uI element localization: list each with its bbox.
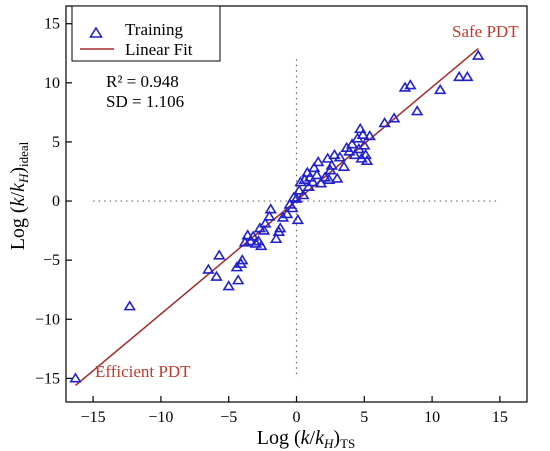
data-point	[222, 280, 235, 291]
y-tick-label: 5	[52, 134, 60, 151]
y-tick-label: 10	[44, 75, 60, 92]
data-point	[360, 154, 374, 166]
data-point	[343, 145, 356, 156]
legend-training-marker	[89, 26, 103, 38]
x-tick-label: 5	[360, 409, 368, 426]
data-point	[123, 300, 136, 311]
data-point	[286, 202, 299, 213]
data-point	[263, 210, 276, 221]
data-point	[306, 176, 319, 187]
data-point	[269, 232, 283, 244]
data-point	[311, 155, 325, 167]
data-point	[325, 159, 338, 170]
y-tick-label: −10	[35, 311, 60, 328]
legend-box	[71, 5, 221, 62]
data-point	[280, 208, 294, 219]
data-point	[69, 372, 82, 383]
data-point	[236, 254, 249, 265]
y-tick-label: −5	[43, 252, 60, 269]
data-point	[257, 224, 271, 235]
data-point	[433, 83, 447, 95]
x-tick-label: 10	[424, 409, 440, 426]
data-point	[297, 189, 310, 200]
data-point	[363, 129, 376, 141]
data-point	[249, 237, 263, 248]
data-point	[287, 191, 301, 202]
x-tick-label: −10	[148, 409, 173, 426]
annotation-safe-pdt: Safe PDT	[452, 22, 519, 41]
data-point	[259, 217, 272, 228]
data-point	[210, 270, 223, 281]
data-point	[291, 213, 305, 225]
stat-sd: SD = 1.106	[106, 92, 184, 111]
data-point	[241, 229, 254, 240]
data-point	[345, 138, 359, 149]
data-point	[202, 263, 215, 274]
y-tick-label: 0	[52, 193, 60, 210]
data-point	[333, 151, 347, 162]
legend-training-label: Training	[125, 20, 183, 39]
linear-fit-line	[75, 47, 479, 387]
data-point	[322, 173, 336, 184]
data-point	[294, 176, 307, 187]
data-point	[292, 184, 306, 195]
data-point	[461, 70, 474, 82]
scatter-points	[69, 49, 485, 383]
data-point	[246, 230, 260, 241]
data-point	[404, 79, 417, 90]
legend-fit-label: Linear Fit	[125, 40, 193, 59]
data-point	[348, 148, 362, 160]
data-point	[310, 169, 324, 180]
y-axis-title: Log (k/kH)ideal	[7, 141, 31, 250]
x-tick-label: 15	[492, 409, 508, 426]
data-point	[356, 128, 370, 140]
data-point	[274, 222, 287, 233]
data-point	[212, 249, 226, 260]
data-point	[387, 112, 401, 123]
data-point	[307, 161, 321, 173]
data-point	[330, 172, 344, 183]
data-point	[314, 177, 328, 188]
fit-line-group	[75, 47, 479, 387]
data-point	[452, 70, 466, 82]
y-tick-label: −15	[35, 370, 60, 387]
x-tick-label: −15	[81, 409, 106, 426]
x-axis-title: Log (k/kH)TS	[257, 427, 355, 451]
data-point	[354, 122, 367, 134]
annotation-efficient-pdt: Efficient PDT	[95, 362, 191, 381]
x-tick-label: −5	[220, 409, 237, 426]
data-point	[358, 139, 371, 150]
data-point	[255, 239, 268, 251]
data-point	[471, 49, 485, 60]
stat-r2: R² = 0.948	[106, 72, 179, 91]
data-point	[231, 274, 245, 285]
x-tick-label: 0	[293, 409, 301, 426]
y-tick-label: 15	[44, 16, 60, 33]
data-point	[264, 203, 277, 214]
data-point	[328, 148, 341, 160]
data-point	[337, 160, 351, 171]
data-point	[378, 116, 391, 128]
axis-ticks: −15 −10 −5 0 5 10 15 −15 −10 −5 0 5 10 15	[35, 16, 508, 426]
data-point	[410, 105, 424, 116]
legend: Training Linear Fit	[71, 5, 221, 62]
